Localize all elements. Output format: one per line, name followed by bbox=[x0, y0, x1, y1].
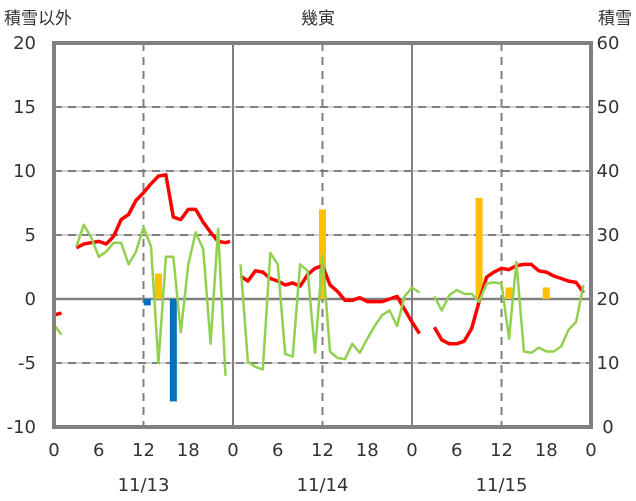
bar bbox=[542, 287, 550, 299]
left-tick-label: -5 bbox=[18, 353, 36, 374]
x-tick-label: 0 bbox=[48, 440, 59, 461]
x-tick-label: 12 bbox=[311, 440, 334, 461]
left-tick-label: 5 bbox=[25, 225, 36, 246]
plot-border bbox=[52, 41, 593, 429]
right-tick-label: 10 bbox=[597, 353, 620, 374]
x-tick-label: 12 bbox=[490, 440, 513, 461]
bar bbox=[169, 299, 177, 402]
bar bbox=[319, 209, 326, 299]
bar bbox=[143, 299, 151, 306]
x-tick-label: 18 bbox=[535, 440, 558, 461]
bar bbox=[154, 273, 162, 299]
right-tick-label: 60 bbox=[597, 33, 620, 54]
right-tick-label: 30 bbox=[597, 225, 620, 246]
left-tick-label: 0 bbox=[25, 289, 36, 310]
right-tick-label: 0 bbox=[602, 417, 613, 438]
date-label: 11/15 bbox=[476, 475, 528, 496]
right-tick-label: 50 bbox=[597, 97, 620, 118]
x-tick-label: 0 bbox=[227, 440, 238, 461]
left-axis-title: 積雪以外 bbox=[4, 9, 72, 29]
x-tick-label: 6 bbox=[272, 440, 283, 461]
left-tick-label: 10 bbox=[13, 161, 36, 182]
right-tick-label: 40 bbox=[597, 161, 620, 182]
x-tick-label: 6 bbox=[93, 440, 104, 461]
green-line bbox=[52, 223, 585, 376]
right-axis-title: 積雪 bbox=[598, 9, 632, 29]
red-line bbox=[53, 173, 585, 346]
left-tick-label: -10 bbox=[7, 417, 36, 438]
bar bbox=[475, 197, 483, 299]
right-tick-label: 20 bbox=[597, 289, 620, 310]
left-tick-label: 20 bbox=[13, 33, 36, 54]
x-tick-label: 6 bbox=[451, 440, 462, 461]
date-label: 11/13 bbox=[118, 475, 170, 496]
date-label: 11/14 bbox=[297, 475, 349, 496]
x-tick-label: 18 bbox=[177, 440, 200, 461]
chart-title: 幾寅 bbox=[301, 9, 335, 29]
x-tick-label: 12 bbox=[132, 440, 155, 461]
x-tick-label: 0 bbox=[585, 440, 596, 461]
x-tick-label: 0 bbox=[406, 440, 417, 461]
x-tick-label: 18 bbox=[356, 440, 379, 461]
left-tick-label: 15 bbox=[13, 97, 36, 118]
bar bbox=[505, 287, 513, 299]
